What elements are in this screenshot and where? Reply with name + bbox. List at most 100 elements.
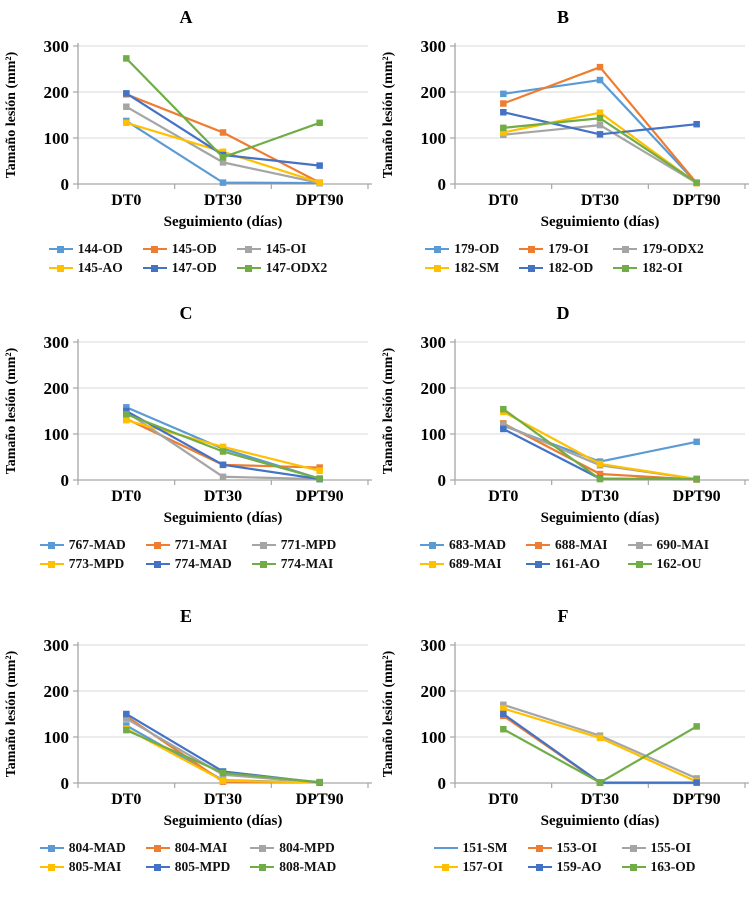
series-marker — [316, 119, 323, 127]
y-tick-label: 0 — [61, 175, 70, 194]
legend-label: 155-OI — [650, 840, 692, 855]
legend-square — [260, 541, 268, 549]
chart-title: E — [180, 606, 192, 626]
series-line-147-ODX2 — [125, 57, 321, 159]
legend-item: 689-MAI — [420, 556, 506, 572]
x-tick-label: DPT90 — [672, 488, 720, 505]
legend-label: 804-MAI — [174, 840, 228, 855]
legend-item: 182-OI — [613, 260, 704, 276]
series-marker — [316, 778, 323, 786]
legend-item: 182-SM — [425, 260, 499, 276]
legend-marker-icon — [433, 863, 458, 871]
legend-marker-icon — [48, 264, 73, 272]
chart-A: A 0 100 200 300 DT0 DT30 DPT90 Seguimiento (días… — [4, 7, 372, 230]
legend-label: 147-OD — [171, 260, 217, 275]
legend-label: 182-SM — [454, 260, 500, 275]
legend-marker-icon — [251, 541, 276, 549]
y-tick-label: 200 — [44, 83, 70, 102]
x-axis-title: Seguimiento (días) — [164, 510, 283, 526]
legend-label: 179-ODX2 — [642, 241, 704, 256]
legend-item: 771-MPD — [251, 537, 337, 553]
legend-item: 159-AO — [527, 859, 602, 875]
x-tick-label: DT0 — [488, 791, 518, 808]
legend-square — [48, 863, 56, 871]
legend-marker-icon — [145, 541, 170, 549]
legend-label: 182-OD — [548, 260, 594, 275]
legend-square — [154, 863, 162, 871]
legend-square — [536, 844, 543, 852]
y-tick-label: 200 — [44, 682, 70, 701]
y-tick-label: 100 — [44, 129, 70, 148]
legend-marker-icon — [621, 863, 646, 871]
legend-marker-icon — [519, 245, 544, 253]
series-marker — [596, 779, 603, 786]
legend-label: 771-MPD — [280, 537, 337, 552]
legend-item: 773-MPD — [39, 556, 126, 572]
series-marker — [499, 100, 507, 107]
y-tick-label: 0 — [61, 471, 70, 490]
legend-label: 808-MAD — [279, 859, 337, 874]
series-marker — [692, 120, 700, 128]
chart-cell-F: F 0 100 200 300 DT0 DT30 DPT90 Seguimiento (días… — [376, 599, 753, 902]
legend-label: 774-MAI — [280, 556, 334, 571]
legend-C: 767-MAD 771-MAI 771-MPD 773-MPD 774-MAD 774-M… — [39, 537, 337, 572]
series-marker — [219, 443, 227, 451]
series-marker — [123, 103, 130, 110]
x-tick-label: DT0 — [488, 192, 518, 209]
series-marker — [596, 114, 603, 122]
x-axis-title: Seguimiento (días) — [540, 510, 659, 526]
legend-label: 153-OI — [556, 840, 598, 855]
legend-item: 157-OI — [433, 859, 508, 875]
legend-marker-icon — [433, 844, 458, 852]
legend-marker-icon — [145, 863, 170, 871]
y-axis-title: Tamaño lesión (mm²) — [4, 347, 19, 474]
chart-cell-C: C 0 100 200 300 DT0 DT30 DPT90 Seguimiento (días… — [0, 296, 376, 599]
chart-title: B — [556, 7, 568, 27]
legend-square — [57, 264, 65, 272]
series-marker — [596, 734, 603, 742]
legend-marker-icon — [627, 541, 652, 549]
series-marker — [219, 769, 227, 777]
legend-label: 161-AO — [555, 556, 600, 571]
legend-label: 690-MAI — [656, 537, 710, 552]
series-marker — [499, 425, 507, 433]
legend-item: 688-MAI — [526, 537, 608, 553]
series-marker — [123, 404, 130, 411]
series-marker — [692, 723, 700, 730]
series-line-159-AO — [501, 712, 698, 784]
series-marker — [123, 710, 130, 718]
legend-item: 804-MPD — [250, 840, 336, 856]
chart-title: A — [180, 7, 193, 27]
legend-square — [245, 264, 253, 272]
legend-marker-icon — [145, 560, 170, 568]
x-axis-title: Seguimiento (días) — [164, 214, 283, 230]
x-axis-title: Seguimiento (días) — [164, 813, 283, 829]
x-tick-label: DPT90 — [672, 791, 720, 808]
legend-item: 805-MPD — [145, 859, 231, 875]
legend-label: 159-AO — [556, 859, 602, 874]
y-tick-label: 300 — [44, 37, 70, 56]
legend-item: 179-ODX2 — [613, 241, 704, 257]
legend-item: 145-OD — [142, 241, 217, 257]
x-tick-label: DT30 — [204, 192, 242, 209]
legend-label: 182-OI — [642, 260, 683, 275]
legend-item: 161-AO — [526, 556, 608, 572]
x-axis-title: Seguimiento (días) — [540, 214, 659, 230]
legend-label: 805-MPD — [174, 859, 231, 874]
y-tick-label: 300 — [420, 636, 446, 655]
legend-label: 147-ODX2 — [265, 260, 328, 275]
y-tick-label: 0 — [437, 471, 446, 490]
y-axis-title: Tamaño lesión (mm²) — [381, 347, 396, 474]
legend-marker-icon — [145, 844, 170, 852]
legend-label: 689-MAI — [449, 556, 502, 571]
chart-cell-A: A 0 100 200 300 DT0 DT30 DPT90 Seguimiento (días… — [0, 0, 376, 296]
series-marker — [219, 777, 227, 784]
series-marker — [219, 154, 227, 161]
legend-marker-icon — [250, 844, 275, 852]
series-marker — [123, 55, 130, 62]
x-tick-label: DT30 — [580, 791, 618, 808]
y-tick-label: 200 — [420, 682, 446, 701]
legend-label: 688-MAI — [555, 537, 608, 552]
y-tick-label: 200 — [44, 379, 70, 398]
legend-item: 145-AO — [48, 260, 123, 276]
